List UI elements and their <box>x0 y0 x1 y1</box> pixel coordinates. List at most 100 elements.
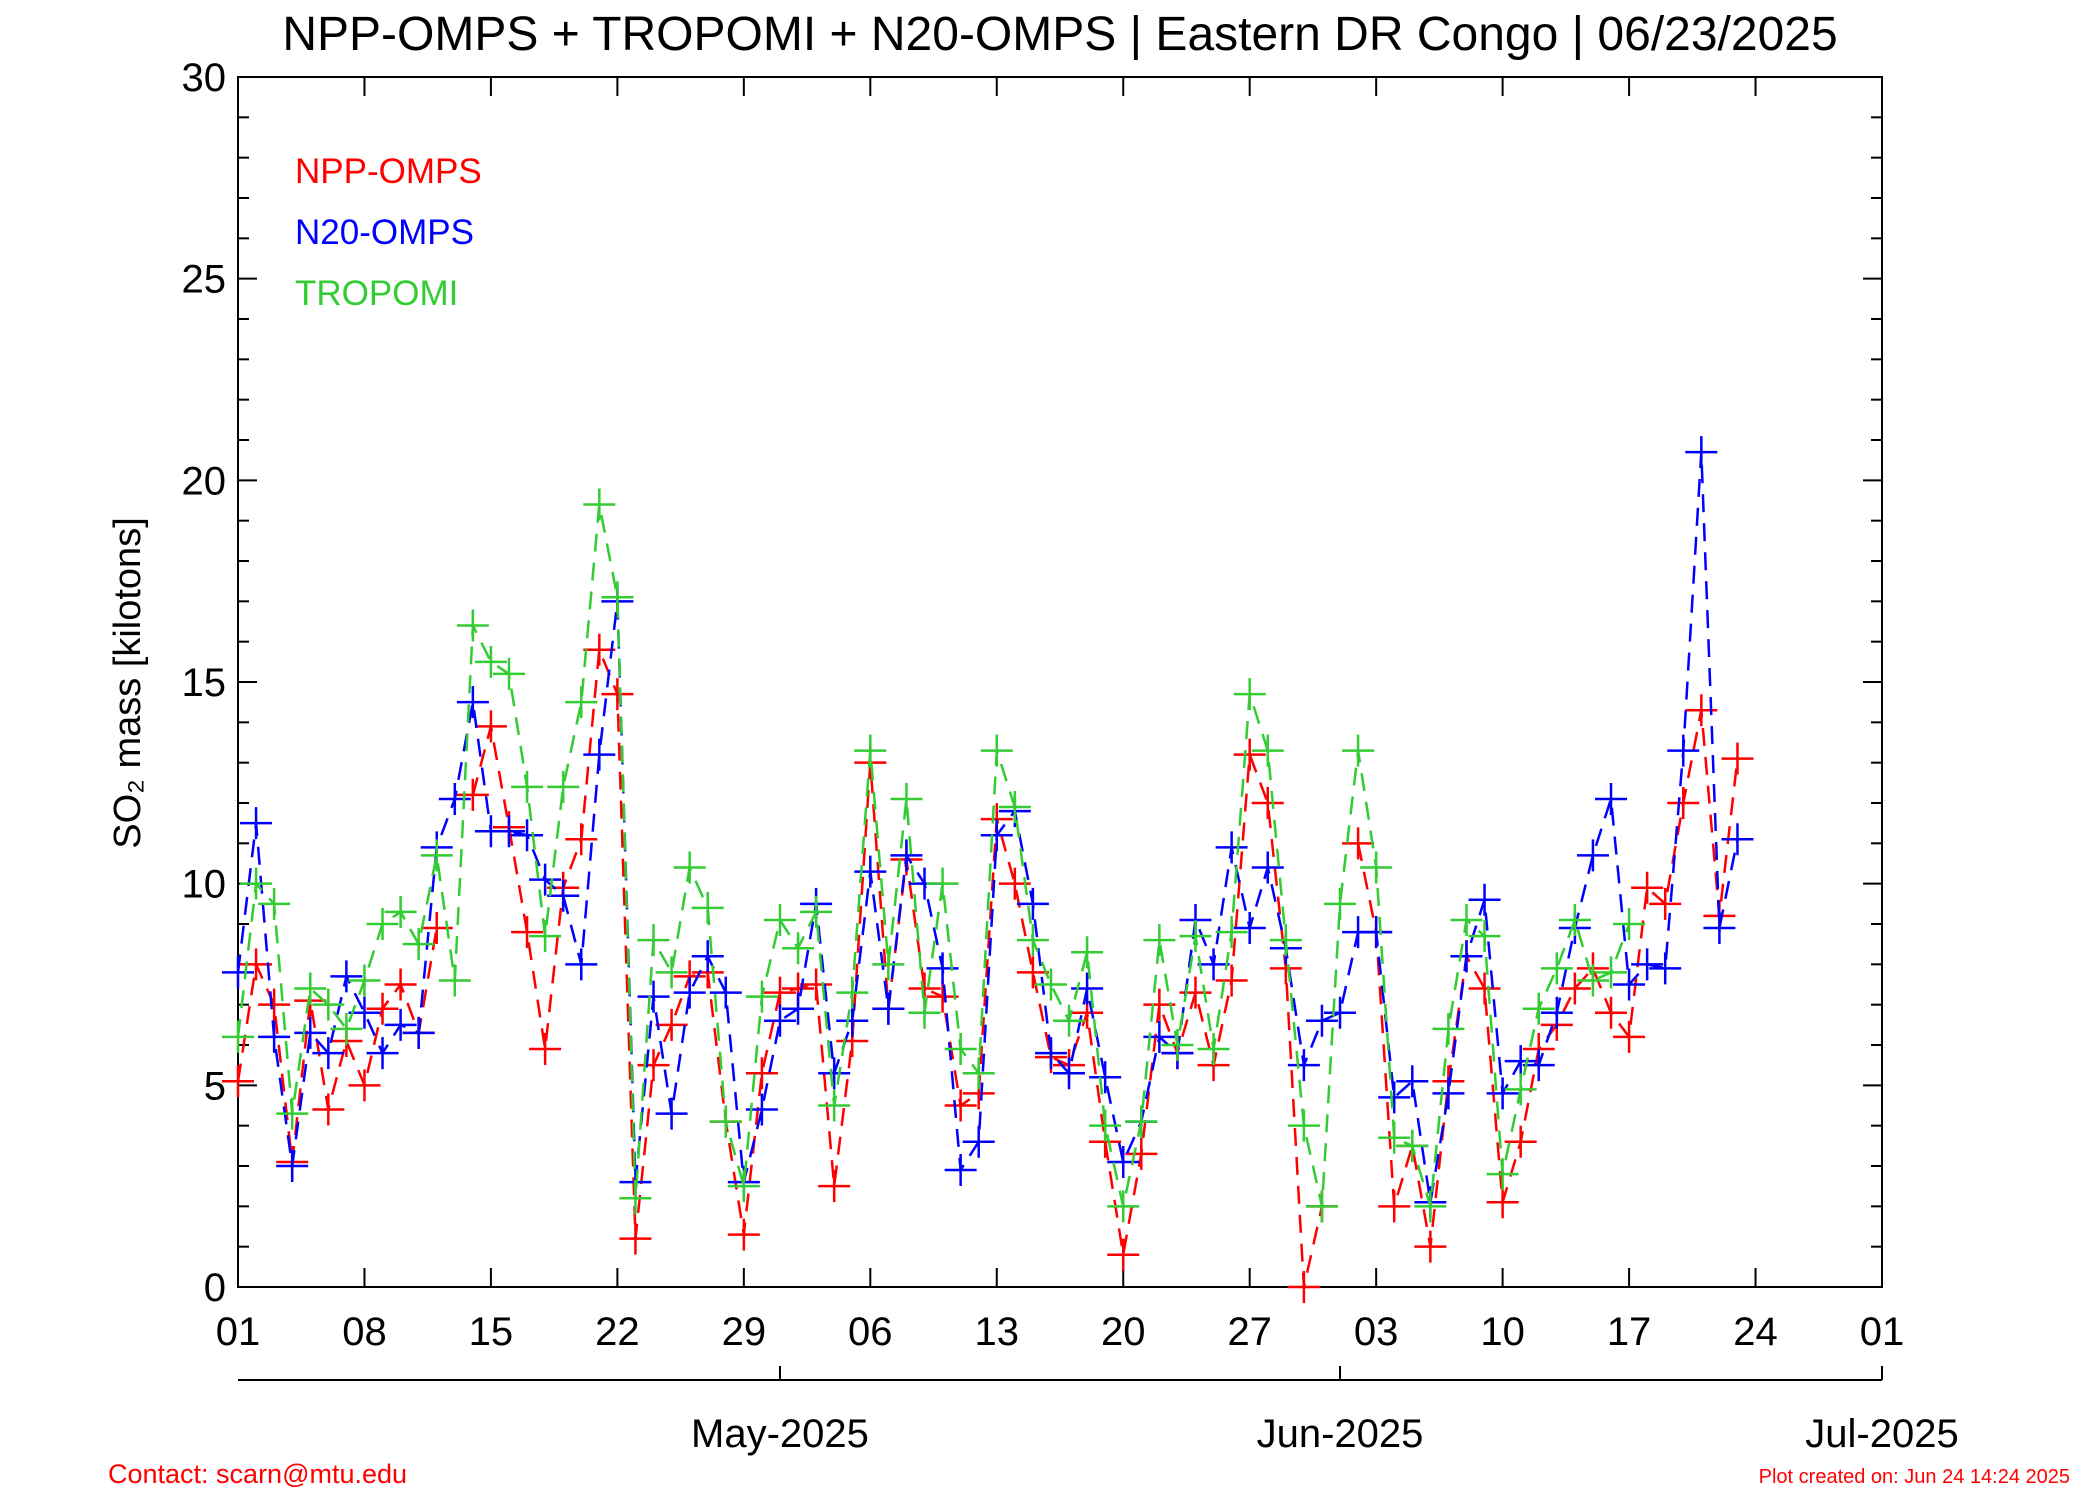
data-marker <box>366 1037 399 1070</box>
data-marker <box>294 1016 327 1049</box>
data-marker <box>1414 1190 1447 1223</box>
data-marker <box>763 976 796 1009</box>
x-tick-label: 24 <box>1733 1310 1778 1354</box>
data-marker <box>1721 742 1754 775</box>
footer-created: Plot created on: Jun 24 14:24 2025 <box>1759 1466 2070 1488</box>
data-marker <box>1197 1033 1230 1066</box>
x-tick-label: 01 <box>216 1310 261 1354</box>
data-marker <box>1197 948 1230 981</box>
y-tick-label: 5 <box>204 1064 226 1108</box>
data-marker <box>1360 916 1393 949</box>
data-marker <box>1504 1045 1537 1078</box>
data-marker <box>890 839 923 872</box>
data-marker <box>1125 1105 1158 1138</box>
data-marker <box>1576 839 1609 872</box>
x-tick-label: 15 <box>469 1310 514 1354</box>
data-marker <box>818 1089 851 1122</box>
data-marker <box>1432 1077 1465 1110</box>
data-marker <box>222 1065 254 1098</box>
data-marker <box>222 956 254 989</box>
data-marker <box>511 916 544 949</box>
data-marker <box>1053 1004 1086 1037</box>
data-marker <box>818 1057 851 1090</box>
data-marker <box>1396 1129 1429 1162</box>
data-marker <box>1486 1077 1519 1110</box>
data-marker <box>619 1182 652 1215</box>
y-tick-label: 20 <box>182 459 227 503</box>
data-marker <box>1233 912 1266 945</box>
data-marker <box>438 964 471 997</box>
data-marker <box>1450 903 1483 936</box>
data-marker <box>1233 738 1266 771</box>
data-marker <box>312 1037 345 1070</box>
month-label: Jul-2025 <box>1805 1412 1958 1456</box>
x-tick-label: 29 <box>722 1310 767 1354</box>
y-tick-label: 15 <box>182 661 227 705</box>
data-marker <box>1703 912 1736 945</box>
data-marker <box>619 1222 652 1255</box>
data-marker <box>312 1093 345 1126</box>
data-marker <box>1269 924 1302 957</box>
data-marker <box>384 1008 417 1041</box>
data-marker <box>1595 782 1628 815</box>
data-marker <box>1649 887 1682 920</box>
data-marker <box>547 770 580 803</box>
data-marker <box>673 851 706 884</box>
data-marker <box>1613 1020 1646 1053</box>
data-marker <box>745 980 778 1013</box>
data-marker <box>998 791 1031 824</box>
data-marker <box>258 1020 291 1053</box>
data-marker <box>348 996 381 1029</box>
x-tick-label: 13 <box>975 1310 1020 1354</box>
data-marker <box>836 976 869 1009</box>
data-marker <box>456 686 489 719</box>
data-marker <box>1324 996 1357 1029</box>
x-tick-label: 22 <box>595 1310 640 1354</box>
x-tick-label: 08 <box>342 1310 387 1354</box>
data-marker <box>1468 883 1501 916</box>
data-marker <box>511 819 544 852</box>
y-tick-label: 25 <box>182 258 227 302</box>
data-marker <box>1107 1190 1140 1223</box>
data-marker <box>1685 436 1718 469</box>
series-line <box>236 504 1631 1207</box>
data-marker <box>1089 1061 1122 1094</box>
data-marker <box>944 1089 977 1122</box>
data-marker <box>800 968 833 1001</box>
data-marker <box>240 807 273 840</box>
data-marker <box>1504 1073 1537 1106</box>
data-marker <box>366 908 399 940</box>
data-marker <box>637 980 670 1013</box>
data-marker <box>1251 851 1284 884</box>
data-marker <box>944 1033 977 1066</box>
data-marker <box>456 778 489 811</box>
data-marker <box>854 855 887 888</box>
data-marker <box>1613 908 1646 940</box>
data-marker <box>1179 920 1212 953</box>
data-marker <box>1595 996 1628 1029</box>
data-marker <box>583 738 616 771</box>
data-marker <box>474 710 507 743</box>
data-marker <box>1107 1238 1140 1271</box>
data-marker <box>691 891 724 924</box>
y-tick-label: 30 <box>182 56 227 100</box>
data-marker <box>709 976 742 1009</box>
data-marker <box>1558 972 1591 1005</box>
data-marker <box>800 895 833 928</box>
data-marker <box>1522 1049 1555 1082</box>
data-marker <box>511 770 544 803</box>
data-marker <box>944 1154 977 1187</box>
data-marker <box>330 1012 363 1045</box>
data-marker <box>420 839 453 872</box>
data-marker <box>1667 734 1700 767</box>
x-tick-label: 20 <box>1101 1310 1146 1354</box>
footer-contact: Contact: scarn@mtu.edu <box>108 1459 407 1489</box>
data-marker <box>836 1004 869 1037</box>
data-marker <box>1667 787 1700 819</box>
x-tick-label: 03 <box>1354 1310 1399 1354</box>
data-marker <box>872 992 905 1025</box>
data-marker <box>1125 1137 1158 1170</box>
data-marker <box>763 903 796 936</box>
